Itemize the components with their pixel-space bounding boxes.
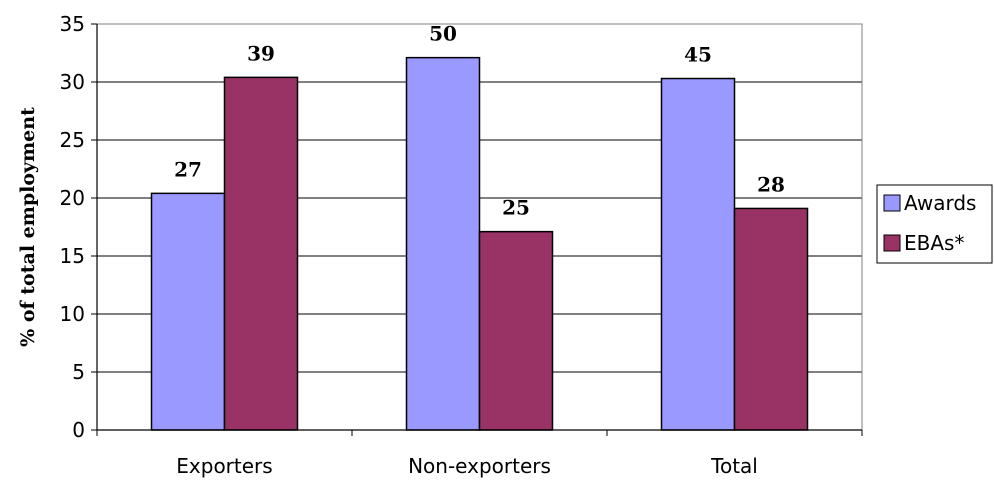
bar-ebas-total [733, 207, 809, 431]
y-tick-label: 30 [60, 70, 85, 94]
x-axis-categories: Exporters Non-exporters Total [96, 430, 863, 478]
y-tick-label: 35 [60, 12, 85, 36]
y-tick-label: 5 [72, 360, 85, 384]
data-label: 50 [429, 22, 457, 46]
bar-ebas-exporters [223, 76, 299, 431]
y-tick-label: 0 [72, 418, 85, 442]
y-axis-ticks: 0 5 10 15 20 25 30 35 [60, 12, 97, 442]
data-label: 28 [757, 172, 785, 196]
data-label: 39 [247, 41, 275, 65]
data-labels: 27 39 50 25 45 28 [174, 22, 785, 220]
y-axis-label: % of total employment [17, 107, 39, 347]
data-label: 27 [174, 157, 202, 181]
y-tick-label: 20 [60, 186, 85, 210]
legend-label: EBAs* [904, 231, 964, 255]
legend-label: Awards [904, 191, 976, 215]
y-tick-label: 15 [60, 244, 85, 268]
data-label: 25 [502, 196, 530, 220]
bar-awards-total [660, 77, 736, 431]
x-category-label: Exporters [176, 454, 272, 478]
legend: Awards EBAs* [876, 184, 993, 264]
bar-awards-non-exporters [405, 56, 481, 431]
y-tick-label: 25 [60, 128, 85, 152]
bars [150, 56, 809, 431]
bar-awards-exporters [150, 192, 226, 431]
bar-ebas-non-exporters [478, 230, 554, 431]
legend-swatch [883, 194, 901, 212]
legend-swatch [883, 234, 901, 252]
x-category-label: Total [710, 454, 758, 478]
data-label: 45 [684, 43, 712, 67]
y-tick-label: 10 [60, 302, 85, 326]
axes [96, 24, 862, 431]
x-category-label: Non-exporters [408, 454, 551, 478]
